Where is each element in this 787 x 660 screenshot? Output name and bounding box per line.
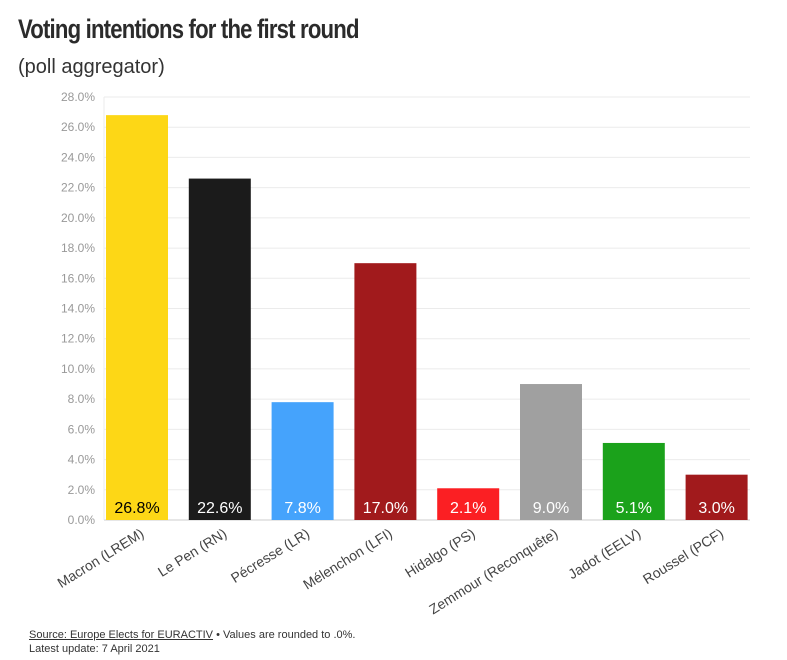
chart-title: Voting intentions for the first round (18, 14, 359, 44)
value-label: 5.1% (616, 500, 652, 517)
bar (271, 402, 334, 520)
bar (602, 442, 665, 520)
value-label: 3.0% (698, 500, 734, 517)
bar (685, 474, 748, 520)
category-label: Macron (LREM) (54, 525, 146, 591)
y-tick-label: 20.0% (61, 211, 95, 225)
y-tick-label: 24.0% (61, 150, 95, 164)
y-tick-label: 14.0% (61, 302, 95, 316)
bar (354, 263, 417, 520)
y-tick-label: 18.0% (61, 241, 95, 255)
bar (188, 178, 251, 521)
category-label: Pécresse (LR) (228, 525, 312, 586)
value-label: 22.6% (197, 500, 242, 517)
y-tick-label: 16.0% (61, 271, 95, 285)
category-label: Roussel (PCF) (640, 525, 726, 587)
value-label: 9.0% (533, 500, 569, 517)
y-tick-label: 26.0% (61, 120, 95, 134)
category-label: Jadot (EELV) (565, 525, 643, 582)
bar (520, 384, 582, 520)
category-label: Mélenchon (LFI) (300, 525, 395, 593)
y-tick-label: 6.0% (68, 422, 96, 436)
value-label: 17.0% (363, 500, 408, 517)
source-link[interactable]: Source: Europe Elects for EURACTIV (29, 629, 214, 641)
y-tick-label: 0.0% (68, 513, 96, 527)
rounding-note: • Values are rounded to .0%. (213, 629, 356, 641)
footer: Source: Europe Elects for EURACTIV • Val… (29, 628, 355, 656)
y-tick-label: 12.0% (61, 332, 95, 346)
y-tick-label: 22.0% (61, 181, 95, 195)
chart-subtitle: (poll aggregator) (18, 56, 165, 78)
bar (106, 115, 168, 520)
category-label: Le Pen (RN) (155, 525, 229, 580)
bar (437, 488, 500, 520)
value-label: 26.8% (114, 500, 159, 517)
y-tick-label: 10.0% (61, 362, 95, 376)
category-label: Hidalgo (PS) (402, 525, 478, 581)
y-tick-label: 2.0% (68, 483, 96, 497)
y-tick-label: 8.0% (68, 392, 96, 406)
value-label: 7.8% (284, 500, 320, 517)
latest-update: Latest update: 7 April 2021 (29, 643, 160, 655)
y-tick-label: 4.0% (68, 453, 96, 467)
y-tick-label: 28.0% (61, 90, 95, 104)
value-label: 2.1% (450, 500, 486, 517)
